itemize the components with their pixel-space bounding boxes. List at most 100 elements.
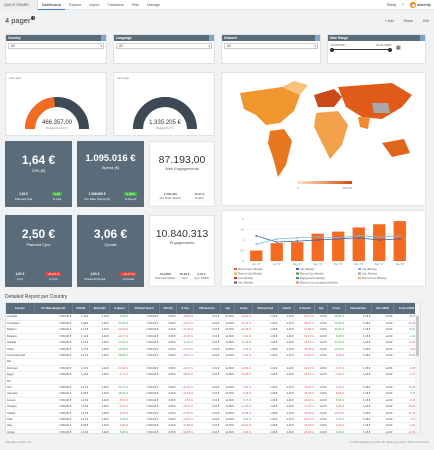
tab-manage[interactable]: Manage — [146, 2, 160, 7]
tab-explore[interactable]: Explore — [69, 2, 82, 7]
map-north-america[interactable] — [240, 87, 300, 125]
table-cell: 2,01 € — [193, 429, 221, 433]
table-cell: -17,24 % — [294, 403, 315, 411]
user-menu[interactable]: Sticky — [386, 3, 397, 7]
table-row[interactable]: Greece 7.050,00 €1,13 €4,92 € -8,51 % 7.040… — [6, 397, 420, 405]
filter-settings-icon[interactable] — [420, 35, 425, 41]
date-range-slider[interactable] — [331, 49, 391, 50]
table-cell: 1,07 € — [72, 345, 90, 353]
series-point — [255, 243, 258, 246]
table-cell: 35,32 % — [109, 390, 129, 398]
filter-settings-icon[interactable] — [209, 35, 214, 41]
column-header[interactable]: Planned Cpv — [193, 303, 221, 314]
column-header[interactable]: Planned Spend — [128, 303, 160, 314]
table-cell: -42,78 % — [294, 390, 315, 398]
table-row[interactable]: Belgium 7.050,00 €1,13 €4,92 € -20,23 % 7.0… — [6, 326, 420, 334]
column-header[interactable]: Planned Cpa — [252, 303, 280, 314]
language-select[interactable]: All — [116, 43, 212, 49]
table-row[interactable]: Canada 7.050,00 €1,13 €4,92 €10,32 % 7.040… — [6, 339, 420, 347]
table-cell: 11,69 € — [220, 429, 235, 433]
table-cell: 11,69 € — [220, 320, 235, 328]
column-header[interactable]: Planned Cpc — [345, 303, 372, 314]
calendar-icon[interactable]: ▦ — [396, 45, 401, 51]
table-cell: 1,00 € — [371, 326, 394, 334]
tab-transform[interactable]: Transform — [107, 2, 124, 7]
x-tick-label: Jan '18 — [396, 262, 405, 266]
table-row[interactable]: Hungary 7.050,00 €1,10 €4,92 € -0,12 % 7.04… — [6, 403, 420, 411]
table-cell: 4,92 € — [89, 352, 110, 360]
column-header[interactable]: Spend (€) — [89, 303, 111, 314]
channel-select[interactable]: All — [224, 43, 318, 49]
column-header[interactable]: Δ Cpa — [234, 303, 253, 314]
table-cell: 7.050,00 € — [34, 365, 73, 373]
add-button[interactable]: + Add — [384, 19, 394, 23]
map-india[interactable] — [358, 117, 370, 129]
map-greenland[interactable] — [282, 81, 308, 95]
world-map[interactable]: 0 500.000 — [222, 73, 427, 207]
table-cell: 14,61 % — [393, 352, 420, 360]
map-australia[interactable] — [382, 139, 410, 157]
info-icon[interactable]: i — [31, 15, 36, 20]
table-row[interactable]: Bulgaria 7.050,00 €1,11 €4,92 € -14,17 % 7.… — [6, 333, 420, 341]
map-china[interactable] — [372, 103, 390, 113]
table-cell: 1,00 € — [314, 409, 328, 417]
table-cell: China — [6, 345, 35, 353]
table-row[interactable]: Azerbaijan 7.050,00 €1,09 €4,92 €40,00 % 7… — [6, 320, 420, 328]
column-header[interactable]: Cpa — [220, 303, 236, 314]
column-header[interactable]: Δ Spend — [109, 303, 130, 314]
table-row[interactable]: Denmark 7.050,00 €1,10 €4,92 € -21,68 % 7.0… — [6, 365, 420, 373]
table-row[interactable]: Germany 7.050,00 €1,08 €4,92 €35,32 % 7.04… — [6, 390, 420, 398]
column-header[interactable]: Pre Rate Budget (€) — [34, 303, 73, 314]
table-scrollbar[interactable] — [415, 303, 420, 433]
table-row[interactable]: FR — [6, 377, 420, 385]
table-cell: 2,50 € — [159, 314, 177, 321]
slider-handle-end[interactable] — [388, 47, 392, 52]
table-cell: 2,40 € — [278, 320, 295, 328]
country-select[interactable]: All — [8, 43, 104, 49]
help-icon[interactable]: ? — [402, 3, 405, 7]
table-row[interactable]: Egypt 7.050,00 €1,11 €4,92 € -5,77 % 7.040,… — [6, 371, 420, 379]
table-row[interactable]: Czech Republic 7.050,00 €1,14 €4,92 €38,8… — [6, 352, 420, 360]
table-cell: -7,63 % — [234, 384, 253, 392]
table-cell: -30,68 % — [176, 429, 194, 433]
table-cell: 1,09 € — [72, 422, 90, 430]
map-europe[interactable] — [314, 89, 342, 107]
column-header[interactable]: Cpc 10000 — [371, 303, 395, 314]
edit-button[interactable]: Edit — [422, 19, 429, 23]
tab-import[interactable]: Import — [89, 2, 100, 7]
slider-handle-start[interactable] — [330, 47, 334, 52]
column-header[interactable]: CPV (€) — [159, 303, 178, 314]
legend-label: Engagements (Weekly) — [300, 277, 325, 280]
column-header[interactable]: CPA (€) — [72, 303, 90, 314]
table-row[interactable]: Australia 7.050,00 €1,11 €4,92 €3,92 % 7.0… — [6, 314, 420, 321]
map-africa[interactable] — [314, 111, 348, 159]
column-header[interactable]: Country — [6, 303, 35, 314]
table-cell: -47,68 % — [176, 422, 194, 430]
table-row[interactable]: DE — [6, 358, 420, 366]
table-row[interactable]: China 7.050,00 €1,07 €4,92 €29,65 % 7.040,… — [6, 345, 420, 353]
y-tick-label: 1 — [243, 238, 245, 242]
table-cell: -31,56 % — [176, 384, 194, 392]
series-line-1 — [256, 235, 400, 245]
column-header[interactable]: Cpc — [314, 303, 329, 314]
column-header[interactable]: Δ Cpv — [176, 303, 195, 314]
map-asia[interactable] — [338, 83, 412, 119]
table-row[interactable]: Ireland 7.050,00 €1,12 €4,92 € -8,44 % 7.04… — [6, 409, 420, 417]
x-tick-label: Sep '17 — [313, 262, 322, 266]
table-row[interactable]: Italy 7.050,00 €1,09 €4,92 € -4,05 % 7.040,… — [6, 422, 420, 430]
table-row[interactable]: India 7.050,00 €1,12 €4,92 €2,58 % 7.040,0… — [6, 416, 420, 424]
table-cell: 2,50 € — [159, 416, 177, 424]
scrollbar-thumb[interactable] — [416, 316, 419, 356]
map-south-america[interactable] — [268, 129, 292, 177]
column-header[interactable]: Δ Cpc — [327, 303, 346, 314]
column-header[interactable]: Cpvisit — [278, 303, 296, 314]
filter-settings-icon[interactable] — [101, 35, 106, 41]
tab-plan[interactable]: Plan — [131, 2, 139, 7]
table-row[interactable]: Jordan 7.050,00 €1,13 €4,92 €5,08 % 7.040,… — [6, 429, 420, 433]
share-button[interactable]: Share — [403, 19, 413, 23]
quick-share-tab[interactable]: QUICK SHARE — [0, 0, 38, 10]
tab-dashboards[interactable]: Dashboards — [37, 0, 66, 10]
table-row[interactable]: GLT 7.050,00 €1,14 €4,92 €29,71 % 7.040,00… — [6, 384, 420, 392]
column-header[interactable]: Δ Cpvisit — [294, 303, 316, 314]
filter-settings-icon[interactable] — [315, 35, 320, 41]
